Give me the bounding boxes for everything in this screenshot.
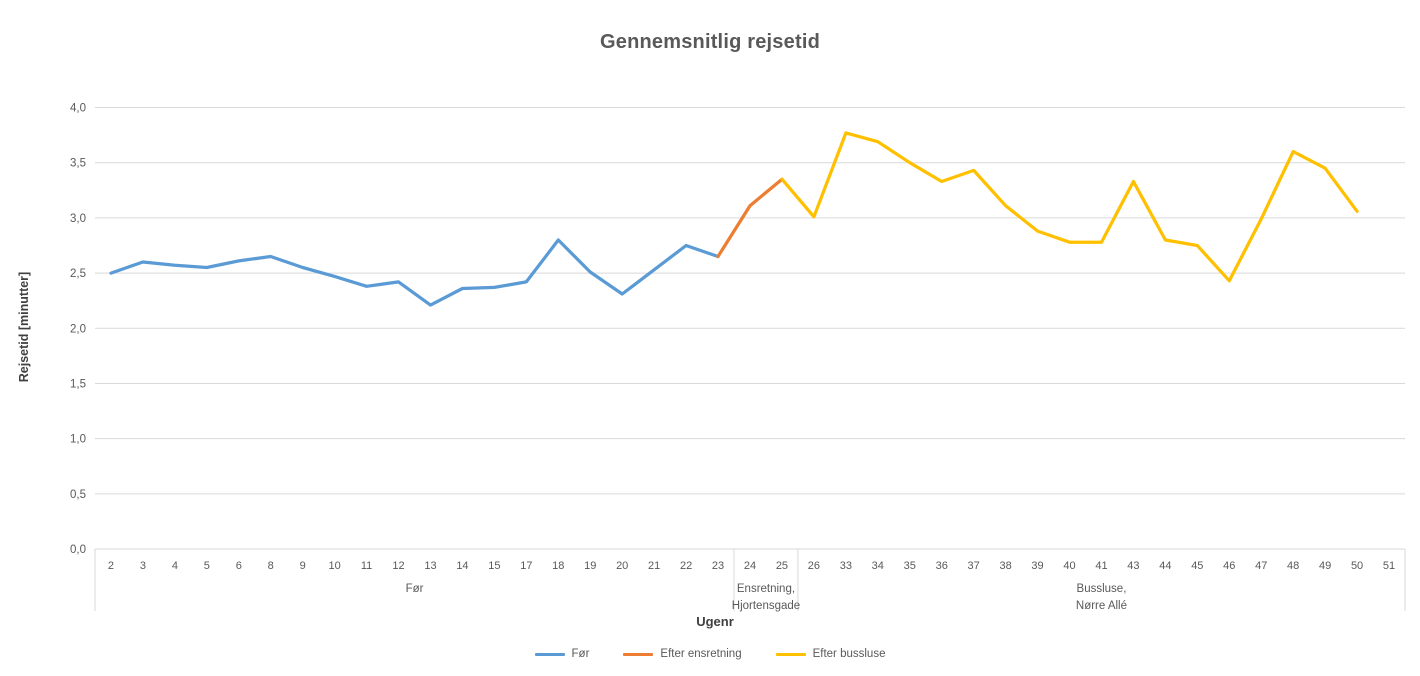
x-tick-label: 51 bbox=[1383, 560, 1395, 572]
x-tick-label: 41 bbox=[1095, 560, 1107, 572]
x-tick-label: 35 bbox=[904, 560, 916, 572]
x-tick-label: 14 bbox=[456, 560, 468, 572]
legend-label-foer: Før bbox=[571, 648, 590, 660]
x-tick-label: 47 bbox=[1255, 560, 1267, 572]
x-tick-label: 38 bbox=[999, 560, 1011, 572]
y-axis-title: Rejsetid [minutter] bbox=[17, 271, 31, 383]
x-tick-label: 19 bbox=[584, 560, 596, 572]
x-tick-label: 21 bbox=[648, 560, 660, 572]
x-tick-label: 22 bbox=[680, 560, 692, 572]
legend-item-efter-bussluse: Efter bussluse bbox=[775, 648, 886, 660]
x-tick-label: 10 bbox=[329, 560, 341, 572]
y-tick-label: 4,0 bbox=[70, 103, 86, 115]
series-line-før bbox=[109, 238, 720, 307]
x-tick-label: 6 bbox=[236, 560, 242, 572]
x-tick-label: 37 bbox=[968, 560, 980, 572]
y-tick-label: 3,0 bbox=[70, 213, 86, 225]
legend-item-foer: Før bbox=[534, 648, 590, 660]
x-tick-label: 18 bbox=[552, 560, 564, 572]
x-tick-label: 2 bbox=[108, 560, 114, 572]
group-label: Nørre Allé bbox=[1076, 600, 1127, 612]
y-tick-label: 0,0 bbox=[70, 544, 86, 556]
x-tick-label: 33 bbox=[840, 560, 852, 572]
x-tick-label: 9 bbox=[300, 560, 306, 572]
x-tick-label: 43 bbox=[1127, 560, 1139, 572]
legend-item-efter-ensretning: Efter ensretning bbox=[623, 648, 742, 660]
x-tick-label: 25 bbox=[776, 560, 788, 572]
y-tick-label: 0,5 bbox=[70, 489, 86, 501]
group-label: Ensretning, bbox=[737, 583, 795, 595]
x-tick-label: 12 bbox=[392, 560, 404, 572]
x-tick-label: 13 bbox=[424, 560, 436, 572]
x-tick-label: 20 bbox=[616, 560, 628, 572]
x-tick-label: 8 bbox=[268, 560, 274, 572]
x-tick-label: 4 bbox=[172, 560, 178, 572]
y-tick-label: 1,0 bbox=[70, 434, 86, 446]
x-tick-label: 48 bbox=[1287, 560, 1299, 572]
legend: Før Efter ensretning Efter bussluse bbox=[0, 648, 1420, 660]
x-tick-label: 40 bbox=[1063, 560, 1075, 572]
x-tick-label: 39 bbox=[1031, 560, 1043, 572]
x-tick-label: 5 bbox=[204, 560, 210, 572]
legend-label-efter-ensretning: Efter ensretning bbox=[660, 648, 742, 660]
group-label: Hjortensgade bbox=[732, 600, 800, 612]
x-tick-label: 23 bbox=[712, 560, 724, 572]
x-tick-label: 36 bbox=[936, 560, 948, 572]
group-label: Bussluse, bbox=[1077, 583, 1127, 595]
x-tick-label: 15 bbox=[488, 560, 500, 572]
x-tick-label: 24 bbox=[744, 560, 756, 572]
series-line-efter-bussluse bbox=[780, 131, 1359, 283]
x-tick-label: 3 bbox=[140, 560, 146, 572]
x-tick-label: 49 bbox=[1319, 560, 1331, 572]
x-axis-title: Ugenr bbox=[696, 614, 734, 629]
group-label: Før bbox=[406, 583, 424, 595]
x-tick-label: 46 bbox=[1223, 560, 1235, 572]
legend-swatch-efter-ensretning bbox=[623, 652, 654, 656]
x-tick-label: 44 bbox=[1159, 560, 1171, 572]
x-tick-label: 26 bbox=[808, 560, 820, 572]
x-tick-label: 34 bbox=[872, 560, 884, 572]
legend-swatch-efter-bussluse bbox=[775, 652, 806, 656]
series-line-efter-ensretning bbox=[716, 177, 784, 259]
y-tick-label: 1,5 bbox=[70, 378, 86, 390]
chart-title: Gennemsnitlig rejsetid bbox=[599, 31, 820, 53]
y-tick-label: 2,5 bbox=[70, 268, 86, 280]
x-tick-label: 11 bbox=[361, 560, 372, 572]
y-tick-label: 2,0 bbox=[70, 323, 86, 335]
x-tick-label: 17 bbox=[520, 560, 532, 572]
x-tick-label: 45 bbox=[1191, 560, 1203, 572]
y-tick-label: 3,5 bbox=[70, 158, 86, 170]
legend-swatch-foer bbox=[534, 652, 565, 656]
x-tick-label: 50 bbox=[1351, 560, 1363, 572]
legend-label-efter-bussluse: Efter bussluse bbox=[812, 648, 886, 660]
